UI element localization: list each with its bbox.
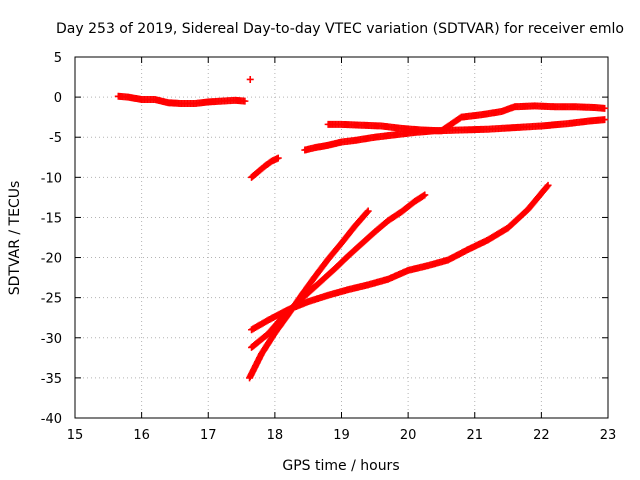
series-0: [114, 92, 249, 108]
series-1: [246, 75, 254, 83]
data-point: [364, 207, 372, 215]
y-tick-label: -15: [41, 211, 62, 226]
x-tick-label: 16: [133, 428, 150, 443]
y-axis-label: SDTVAR / TECUs: [7, 181, 23, 296]
x-tick-label: 21: [466, 428, 483, 443]
x-tick-label: 19: [333, 428, 350, 443]
y-tick-label: 0: [54, 91, 62, 106]
y-tick-label: -35: [41, 372, 62, 387]
y-tick-label: -20: [41, 252, 62, 267]
x-tick-label: 18: [267, 428, 284, 443]
data-point: [274, 154, 282, 162]
data-point: [421, 191, 429, 199]
x-axis-label: GPS time / hours: [282, 458, 399, 474]
data-point: [543, 183, 551, 191]
y-tick-label: -30: [41, 332, 62, 347]
series-7: [246, 207, 372, 382]
x-tick-label: 17: [200, 428, 217, 443]
data-point: [601, 104, 609, 112]
data-marks: [114, 75, 609, 382]
x-tick-label: 20: [400, 428, 417, 443]
y-tick-label: -25: [41, 292, 62, 307]
data-point: [241, 97, 249, 105]
y-tick-label: -5: [49, 131, 62, 146]
x-tick-label: 23: [600, 428, 617, 443]
x-tick-label: 22: [533, 428, 550, 443]
chart-title: Day 253 of 2019, Sidereal Day-to-day VTE…: [56, 21, 624, 37]
data-point: [363, 208, 371, 216]
data-point: [544, 181, 552, 189]
series-4: [324, 102, 609, 135]
axis-ticks: 15 16 17 18 19 20 21 22 23 5 0 -5 -10 -15 -20 -25 -30 -35…: [41, 51, 617, 443]
data-point: [601, 116, 609, 124]
y-tick-label: -40: [41, 412, 62, 427]
y-tick-label: 5: [54, 51, 62, 66]
grid-lines: [75, 57, 608, 418]
data-point: [420, 192, 428, 200]
x-tick-label: 15: [67, 428, 84, 443]
y-tick-label: -10: [41, 171, 62, 186]
series-2: [248, 154, 282, 181]
data-point: [246, 75, 254, 83]
